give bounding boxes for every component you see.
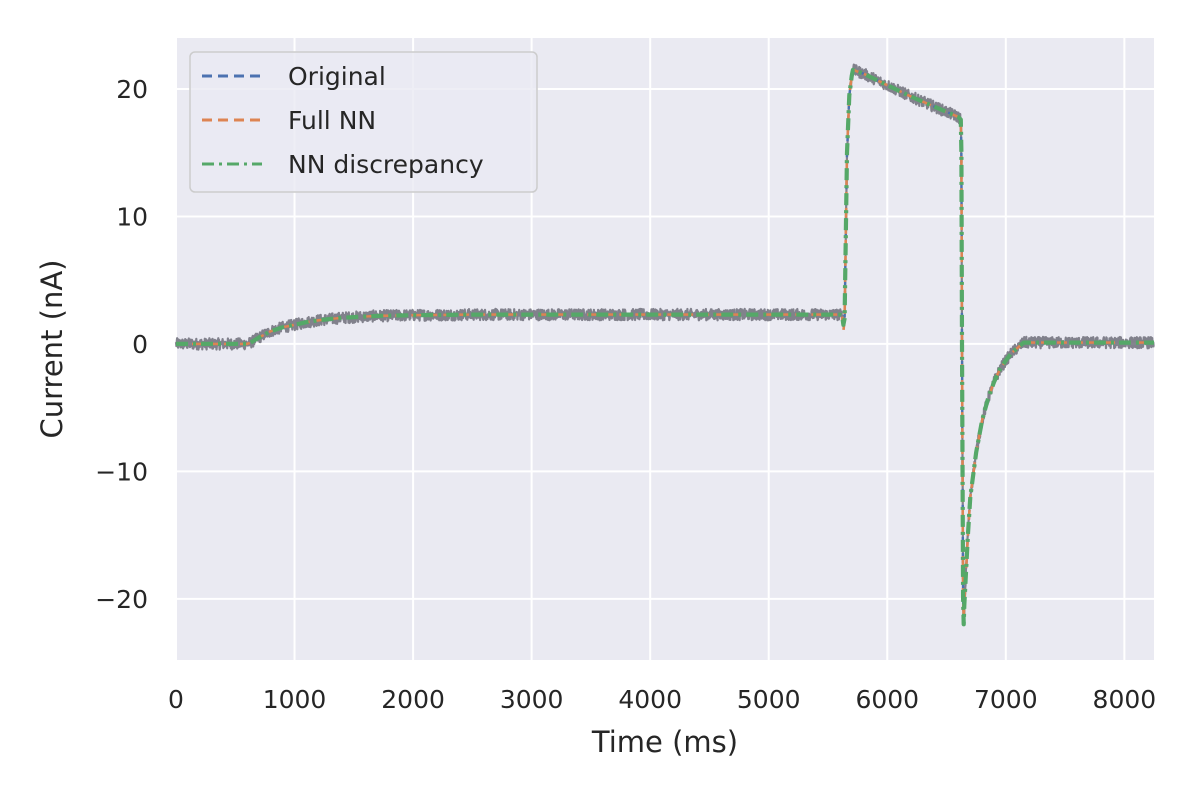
legend: Original Full NN NN discrepancy	[189, 51, 538, 193]
x-tick-label: 7000	[974, 685, 1038, 714]
x-tick-label: 1000	[263, 685, 327, 714]
x-tick-label: 8000	[1093, 685, 1157, 714]
x-tick-label: 0	[168, 685, 184, 714]
y-tick-label: −10	[95, 457, 148, 486]
y-tick-label: 20	[116, 75, 148, 104]
legend-label: NN discrepancy	[288, 150, 484, 179]
x-tick-labels: 0 1000 2000 3000 4000 5000 6000 7000 8000	[168, 685, 1156, 714]
y-tick-labels: −20 −10 0 10 20	[95, 75, 148, 614]
x-axis-label: Time (ms)	[591, 725, 738, 759]
legend-box	[189, 51, 538, 193]
y-axis-label: Current (nA)	[35, 260, 69, 439]
legend-label: Original	[288, 62, 386, 91]
x-tick-label: 4000	[618, 685, 682, 714]
x-tick-label: 2000	[381, 685, 445, 714]
x-tick-label: 6000	[855, 685, 919, 714]
x-tick-label: 5000	[737, 685, 801, 714]
x-tick-label: 3000	[500, 685, 564, 714]
y-tick-label: 10	[116, 202, 148, 231]
y-tick-label: −20	[95, 585, 148, 614]
legend-label: Full NN	[288, 106, 376, 135]
y-tick-label: 0	[132, 330, 148, 359]
series-nn-discrepancy	[175, 67, 1155, 627]
series-layer	[175, 67, 1155, 627]
